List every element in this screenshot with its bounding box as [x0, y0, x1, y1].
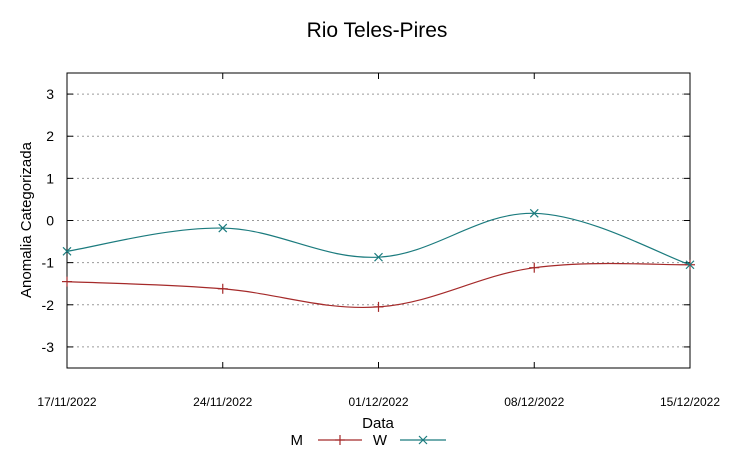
- data-point-w: [218, 223, 228, 233]
- legend-sample-m: [318, 435, 362, 445]
- y-tick-label: -2: [42, 297, 55, 313]
- legend-marker: [418, 435, 428, 445]
- data-point-w-d2: [62, 246, 72, 256]
- x-tick-label: 01/12/2022: [348, 395, 408, 409]
- data-point-w-d2: [529, 208, 539, 218]
- y-tick-label: 3: [46, 86, 54, 102]
- series-line-m: [66, 262, 691, 309]
- y-tick-label: -3: [42, 339, 55, 355]
- chart-title: Rio Teles-Pires: [307, 19, 448, 42]
- x-axis-ticks: 17/11/2022 24/11/2022 01/12/2022 08/12/2022…: [37, 73, 720, 409]
- data-point-w: [62, 246, 72, 256]
- y-tick-label: 1: [46, 170, 54, 186]
- data-point-w-d2: [685, 260, 695, 270]
- data-point-m: [529, 262, 540, 273]
- legend-sample-w: [400, 435, 446, 445]
- legend-label-m: M: [291, 432, 304, 449]
- x-tick-label: 24/11/2022: [193, 395, 252, 409]
- data-point-m: [217, 283, 228, 294]
- y-axis-ticks: -3 -2 -1 0 1 2 3: [42, 86, 690, 355]
- data-point-w: [374, 252, 383, 262]
- legend-marker: [335, 435, 345, 445]
- x-tick-label: 08/12/2022: [504, 395, 564, 409]
- legend-label-w: W: [373, 432, 388, 449]
- legend-marker-d2: [418, 435, 428, 445]
- y-tick-label: -1: [42, 255, 55, 271]
- data-point-w-d2: [218, 223, 228, 233]
- x-axis-label: Data: [362, 415, 394, 432]
- legend: M W: [291, 432, 446, 449]
- y-axis-label: Anomalia Categorizada: [18, 141, 35, 298]
- data-series: [62, 208, 695, 312]
- data-point-m: [373, 301, 384, 312]
- data-point-w-d2: [374, 252, 383, 262]
- x-tick-label: 17/11/2022: [37, 395, 96, 409]
- y-tick-label: 0: [46, 213, 54, 229]
- data-point-w: [685, 260, 695, 270]
- y-tick-label: 2: [46, 128, 54, 144]
- data-point-m: [62, 276, 72, 287]
- x-tick-label: 15/12/2022: [660, 395, 720, 409]
- data-point-w: [529, 208, 539, 218]
